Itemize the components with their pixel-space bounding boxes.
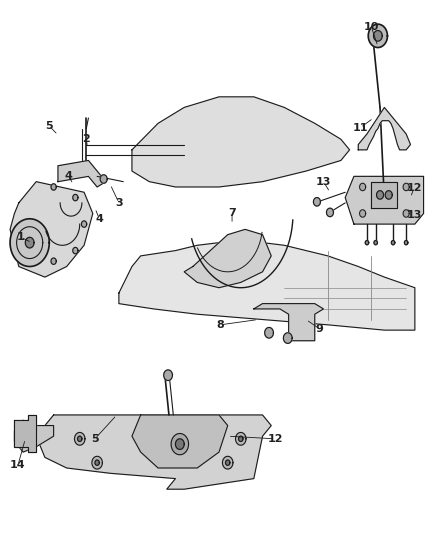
Polygon shape bbox=[326, 208, 333, 216]
Polygon shape bbox=[10, 182, 93, 277]
Polygon shape bbox=[73, 247, 78, 254]
Polygon shape bbox=[358, 108, 410, 150]
Polygon shape bbox=[51, 258, 56, 264]
Polygon shape bbox=[95, 460, 99, 465]
Polygon shape bbox=[374, 240, 378, 245]
Polygon shape bbox=[365, 240, 369, 245]
Polygon shape bbox=[226, 460, 230, 465]
Polygon shape bbox=[81, 221, 87, 227]
Polygon shape bbox=[283, 333, 292, 343]
Text: 12: 12 bbox=[268, 434, 283, 444]
Polygon shape bbox=[404, 240, 408, 245]
Polygon shape bbox=[403, 183, 409, 191]
Polygon shape bbox=[132, 415, 228, 468]
Polygon shape bbox=[385, 191, 392, 199]
Polygon shape bbox=[371, 182, 397, 208]
Polygon shape bbox=[92, 456, 102, 469]
Polygon shape bbox=[25, 237, 34, 248]
Polygon shape bbox=[176, 439, 184, 449]
Polygon shape bbox=[10, 219, 49, 266]
Text: 12: 12 bbox=[406, 183, 422, 193]
Polygon shape bbox=[14, 420, 53, 452]
Polygon shape bbox=[236, 432, 246, 445]
Text: 14: 14 bbox=[10, 461, 26, 470]
Polygon shape bbox=[265, 327, 273, 338]
Polygon shape bbox=[78, 436, 82, 441]
Polygon shape bbox=[368, 24, 388, 47]
Polygon shape bbox=[391, 240, 395, 245]
Polygon shape bbox=[360, 210, 366, 217]
Polygon shape bbox=[223, 456, 233, 469]
Text: 10: 10 bbox=[364, 22, 379, 32]
Text: 3: 3 bbox=[115, 198, 123, 208]
Polygon shape bbox=[377, 191, 384, 199]
Text: 2: 2 bbox=[82, 134, 90, 144]
Text: 1: 1 bbox=[17, 232, 25, 243]
Polygon shape bbox=[73, 195, 78, 201]
Polygon shape bbox=[314, 198, 321, 206]
Polygon shape bbox=[132, 97, 350, 187]
Text: 4: 4 bbox=[65, 172, 73, 181]
Polygon shape bbox=[51, 184, 56, 190]
Polygon shape bbox=[119, 240, 415, 330]
Polygon shape bbox=[360, 183, 366, 191]
Polygon shape bbox=[403, 210, 409, 217]
Text: 7: 7 bbox=[228, 208, 236, 219]
Text: 9: 9 bbox=[315, 324, 323, 334]
Polygon shape bbox=[345, 176, 424, 224]
Text: 5: 5 bbox=[46, 121, 53, 131]
Text: 13: 13 bbox=[316, 176, 331, 187]
Text: 13: 13 bbox=[406, 209, 422, 220]
Polygon shape bbox=[36, 415, 271, 489]
Text: 5: 5 bbox=[91, 434, 99, 444]
Polygon shape bbox=[254, 304, 323, 341]
Polygon shape bbox=[374, 30, 382, 41]
Polygon shape bbox=[14, 415, 36, 452]
Text: 4: 4 bbox=[95, 214, 103, 224]
Polygon shape bbox=[74, 432, 85, 445]
Polygon shape bbox=[239, 436, 243, 441]
Polygon shape bbox=[164, 370, 173, 381]
Text: 8: 8 bbox=[216, 320, 224, 330]
Polygon shape bbox=[100, 175, 107, 183]
Polygon shape bbox=[171, 433, 188, 455]
Polygon shape bbox=[58, 160, 106, 187]
Polygon shape bbox=[184, 229, 271, 288]
Text: 11: 11 bbox=[353, 123, 368, 133]
